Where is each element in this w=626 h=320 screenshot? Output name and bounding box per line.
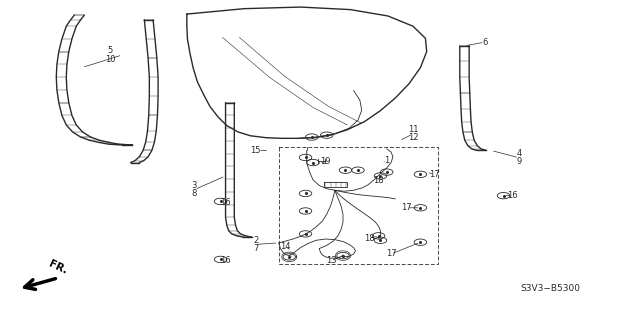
Text: 1: 1 (384, 156, 389, 164)
Text: 12: 12 (408, 133, 418, 142)
Text: 9: 9 (516, 157, 521, 166)
Text: 4: 4 (516, 149, 521, 158)
Text: 16: 16 (508, 190, 518, 200)
Text: 7: 7 (253, 244, 258, 253)
Text: 15: 15 (250, 146, 261, 155)
Text: 11: 11 (408, 125, 418, 134)
Text: S3V3−B5300: S3V3−B5300 (520, 284, 580, 292)
Text: 8: 8 (192, 189, 197, 198)
Text: 14: 14 (280, 242, 290, 251)
Text: 18: 18 (373, 176, 384, 185)
Text: 17: 17 (386, 250, 396, 259)
Text: 19: 19 (321, 157, 331, 166)
Text: 5: 5 (108, 45, 113, 55)
Text: 3: 3 (192, 181, 197, 190)
Text: 2: 2 (253, 236, 258, 245)
Text: 17: 17 (429, 170, 440, 179)
Text: 18: 18 (364, 234, 374, 243)
Text: 17: 17 (401, 203, 412, 212)
Text: 10: 10 (105, 55, 115, 64)
Text: 16: 16 (220, 256, 231, 265)
Text: 6: 6 (482, 38, 488, 47)
Text: 13: 13 (326, 256, 337, 265)
Text: 16: 16 (220, 197, 231, 206)
Text: FR.: FR. (48, 259, 69, 276)
